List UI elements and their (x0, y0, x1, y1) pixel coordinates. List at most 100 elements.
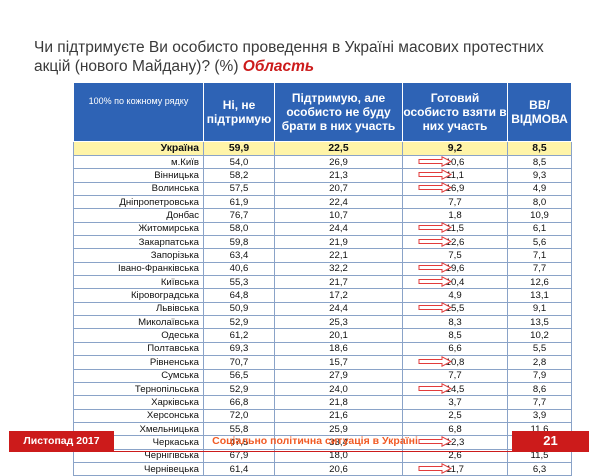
region-label: Харківська (73, 395, 204, 410)
table-row: Дніпропетровська 61,9 22,4 7,7 8,0 (73, 195, 572, 210)
cell-value: 7,1 (507, 248, 572, 263)
cell-value: 10,4 (402, 275, 508, 290)
highlight-value: 11,1 (418, 169, 464, 182)
region-label: Донбас (73, 208, 204, 223)
table-row: Миколаївська 52,9 25,3 8,3 13,5 (73, 315, 572, 330)
cell-text: 12,3 (445, 436, 465, 448)
table-row: Донбас 76,7 10,7 1,8 10,9 (73, 208, 572, 223)
cell-value: 11,1 (402, 168, 508, 183)
table-row: Одеська 61,2 20,1 8,5 10,2 (73, 328, 572, 343)
cell-value: 57,5 (203, 181, 275, 197)
arrow-right-icon (418, 182, 452, 194)
table-body: Україна 59,9 22,5 9,2 8,5 м.Київ 54,0 26,9… (73, 141, 572, 476)
table-row: Тернопільська 52,9 24,0 14,5 8,6 (73, 381, 572, 397)
highlight-value: 19,6 (418, 262, 464, 274)
footer-page-box: 21 (512, 431, 589, 451)
cell-text: 12,6 (445, 236, 465, 248)
cell-value: 4,9 (402, 288, 508, 303)
region-label: Дніпропетровська (73, 195, 204, 210)
cell-text: 11,5 (446, 223, 464, 235)
region-label: Київська (73, 275, 204, 290)
cell-value: 12,6 (507, 275, 572, 290)
cell-value: 19,6 (402, 261, 508, 277)
cell-value: 3,7 (402, 395, 508, 410)
cell-value: 72,0 (203, 408, 275, 423)
cell-value: 64,8 (203, 288, 275, 303)
arrow-right-icon (418, 435, 452, 447)
cell-value: 55,8 (203, 421, 275, 437)
cell-value: 32,2 (274, 261, 403, 277)
cell-value: 14,5 (402, 381, 508, 397)
cell-text: 16,9 (445, 183, 465, 195)
cell-value: 8,3 (402, 315, 508, 330)
cell-value: 7,5 (402, 248, 508, 263)
region-label: Херсонська (73, 408, 204, 423)
cell-value: 20,1 (274, 328, 403, 343)
total-value: 9,2 (402, 141, 508, 156)
page-number: 21 (543, 433, 558, 448)
cell-value: 59,8 (203, 235, 275, 250)
cell-value: 10,6 (402, 154, 508, 170)
footer-date-box: Листопад 2017 (9, 431, 114, 451)
cell-value: 6,1 (507, 221, 572, 237)
cell-value: 11,5 (402, 221, 508, 237)
header-support-no-participation: Підтримую, але особисто не буду брати в … (274, 82, 403, 142)
cell-value: 4,9 (507, 181, 572, 197)
cell-value: 18,6 (274, 341, 403, 357)
cell-value: 24,0 (274, 381, 403, 397)
arrow-right-icon (418, 169, 453, 181)
region-label: Полтавська (73, 341, 204, 357)
arrow-right-icon (418, 155, 452, 167)
table-row: Чернівецька 61,4 20,6 11,7 6,3 (73, 461, 572, 476)
cell-value: 10,2 (507, 328, 572, 343)
table-row: Кіровоградська 64,8 17,2 4,9 13,1 (73, 288, 572, 303)
arrow-right-icon (418, 382, 452, 394)
cell-text: 10,6 (445, 156, 465, 168)
highlight-value: 12,3 (418, 435, 465, 448)
cell-value: 13,1 (507, 288, 572, 303)
cell-value: 8,6 (507, 381, 572, 397)
region-label: Чернівецька (73, 461, 204, 476)
cell-value: 20,7 (274, 181, 403, 197)
cell-value: 58,0 (203, 221, 275, 237)
table-row: Херсонська 72,0 21,6 2,5 3,9 (73, 408, 572, 423)
cell-value: 1,8 (402, 208, 508, 223)
cell-value: 55,3 (203, 275, 275, 290)
cell-value: 7,7 (507, 261, 572, 277)
cell-value: 21,3 (274, 168, 403, 183)
table-row: Київська 55,3 21,7 10,4 12,6 (73, 275, 572, 290)
cell-value: 6,6 (402, 341, 508, 357)
highlight-value: 14,5 (418, 382, 465, 395)
cell-value: 22,1 (274, 248, 403, 263)
cell-value: 70,7 (203, 355, 275, 370)
cell-value: 76,7 (203, 208, 275, 223)
cell-value: 50,9 (203, 301, 275, 317)
cell-value: 11,7 (402, 461, 508, 476)
cell-value: 21,8 (274, 395, 403, 410)
cell-value: 27,9 (274, 368, 403, 383)
cell-value: 2,8 (507, 355, 572, 370)
table-row: м.Київ 54,0 26,9 10,6 8,5 (73, 154, 572, 170)
cell-value: 10,9 (507, 208, 572, 223)
region-label: Волинська (73, 181, 204, 197)
title-text: Чи підтримуєте Ви особисто проведення в … (34, 39, 544, 75)
region-label: Закарпатська (73, 235, 204, 250)
cell-value: 22,4 (274, 195, 403, 210)
header-not-support: Ні, не підтримую (203, 82, 275, 142)
cell-value: 61,4 (203, 461, 275, 476)
cell-value: 21,7 (274, 275, 403, 290)
cell-value: 5,5 (507, 341, 572, 357)
cell-text: 11,1 (446, 170, 464, 182)
cell-text: 14,5 (445, 383, 465, 395)
cell-value: 40,6 (203, 261, 275, 277)
footer-date: Листопад 2017 (23, 435, 100, 447)
cell-value: 21,9 (274, 235, 403, 250)
total-value: 59,9 (203, 141, 275, 156)
cell-value: 10,8 (402, 355, 508, 370)
region-label: м.Київ (73, 154, 204, 170)
cell-value: 13,5 (507, 315, 572, 330)
cell-value: 56,5 (203, 368, 275, 383)
region-label: Тернопільська (73, 381, 204, 397)
cell-text: 10,8 (445, 356, 465, 368)
cell-value: 3,9 (507, 408, 572, 423)
